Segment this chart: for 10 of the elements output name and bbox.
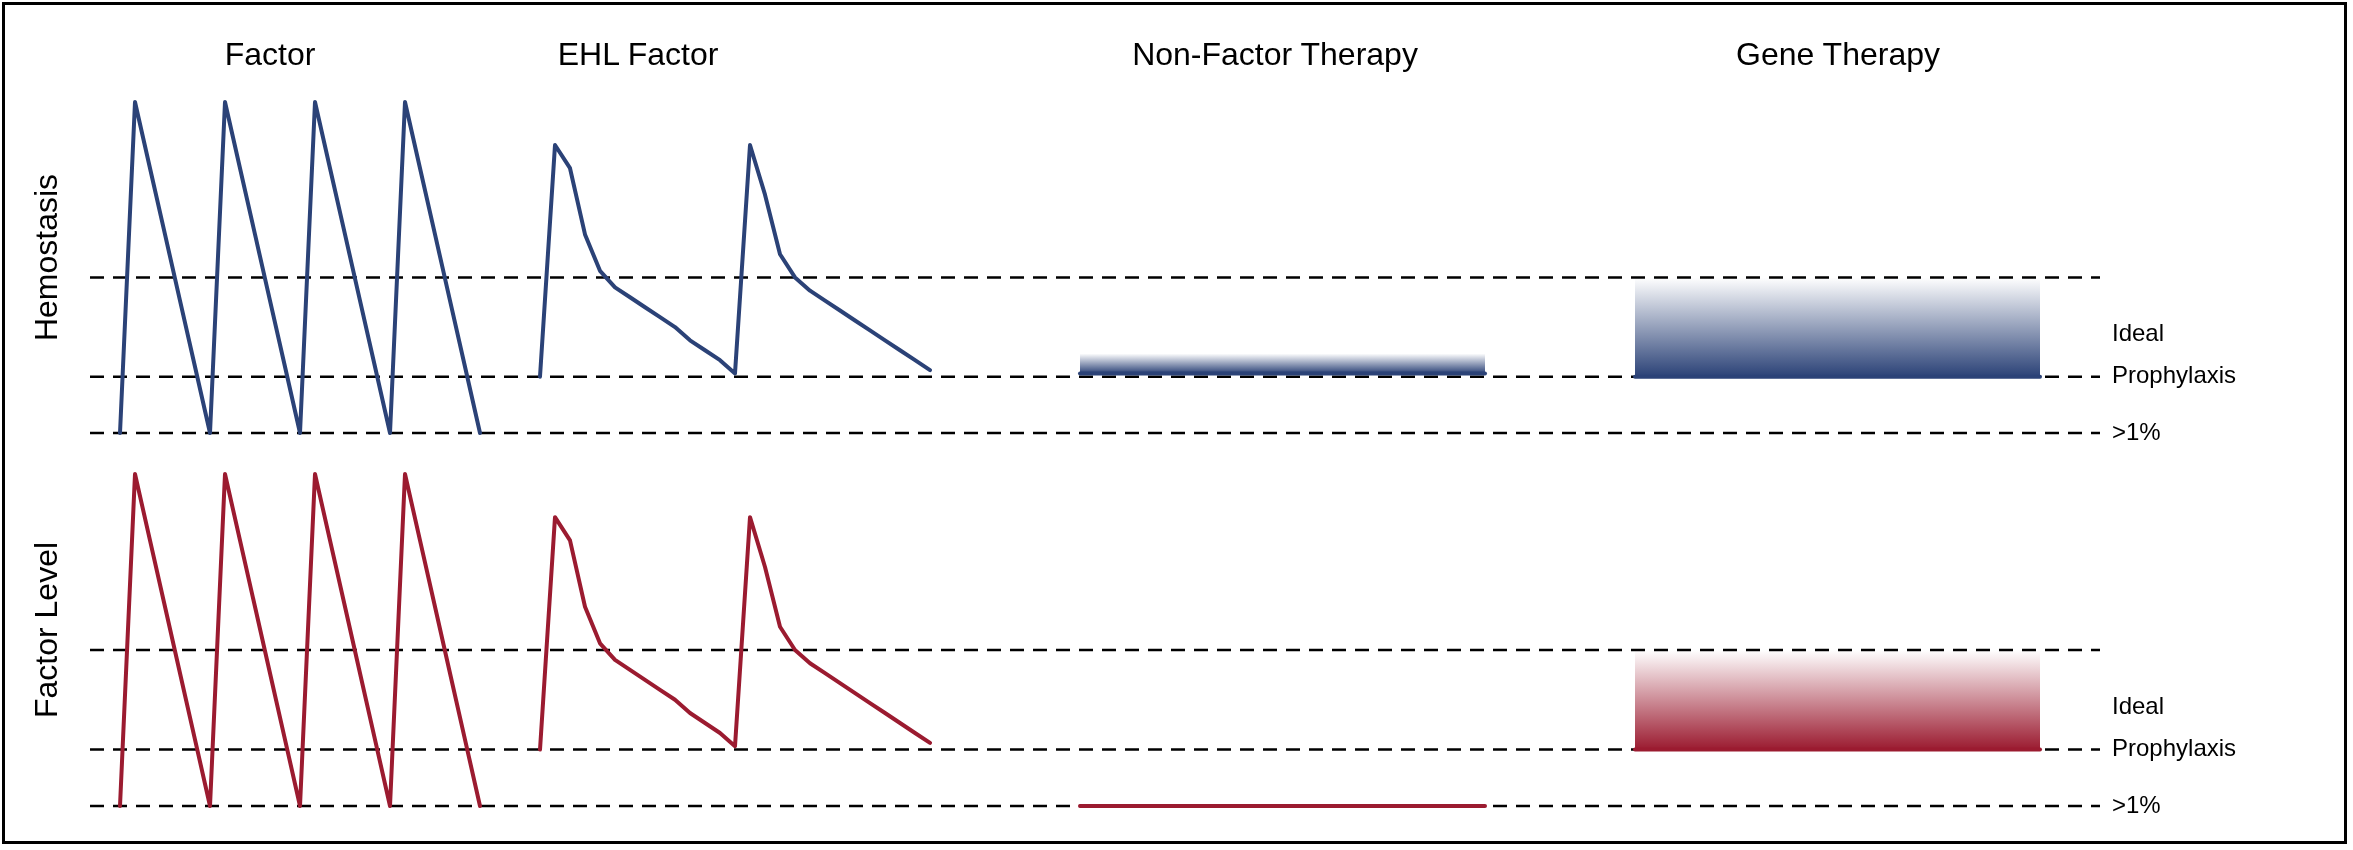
- text: Factor: [224, 35, 316, 72]
- text: >1%: [2112, 417, 2161, 445]
- ref-line-label: Ideal Prophylaxis: [2112, 319, 2237, 389]
- y-axis-title: Hemostasis: [27, 173, 64, 342]
- ref-line-label: Ideal Prophylaxis: [2112, 692, 2237, 762]
- y-axis-title: Factor Level: [27, 541, 64, 719]
- text: EHL Factor: [557, 35, 719, 72]
- text: >1%: [2112, 790, 2161, 818]
- text: Non-Factor Therapy: [1132, 35, 1418, 72]
- text: Gene Therapy: [1736, 35, 1940, 72]
